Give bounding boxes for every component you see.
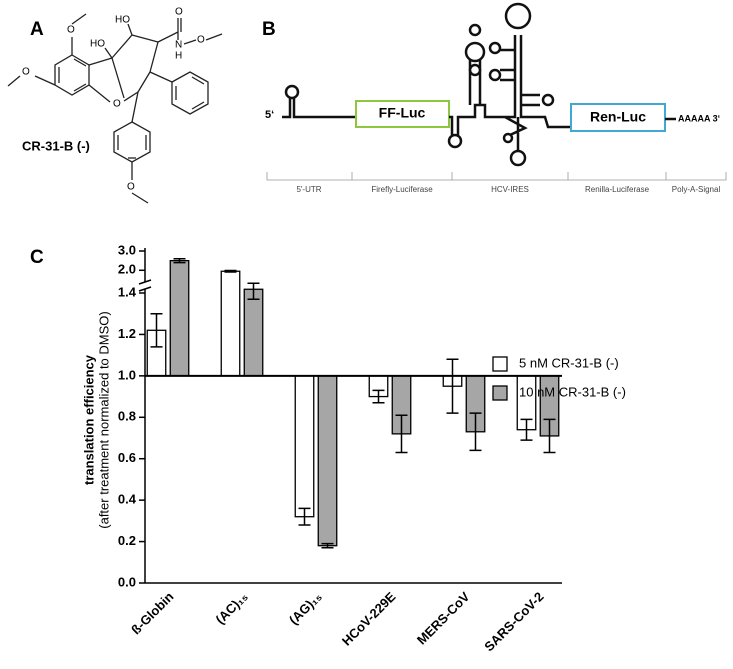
atom-label: O bbox=[22, 67, 30, 78]
error-bar bbox=[298, 507, 311, 526]
error-bar bbox=[321, 542, 334, 549]
panel-label: C bbox=[30, 247, 44, 268]
y-axis-sublabel: (after treatment normalized to DMSO) bbox=[96, 311, 111, 528]
legend-label: 5 nM CR-31-B (-) bbox=[519, 355, 619, 370]
x-tick-label: ß-Globin bbox=[128, 589, 176, 637]
ren-luc-label: Ren-Luc bbox=[590, 109, 646, 125]
atom-label: O bbox=[175, 7, 183, 18]
y-tick-label: 0.4 bbox=[118, 492, 137, 507]
y-tick-label: 1.2 bbox=[118, 326, 136, 341]
axis-break bbox=[138, 279, 152, 285]
bar bbox=[294, 375, 315, 518]
atom-label: HO bbox=[115, 15, 130, 26]
atom-label: H bbox=[175, 51, 182, 62]
bar bbox=[169, 259, 190, 377]
x-tick-label: (AC)₁₅ bbox=[213, 589, 251, 627]
error-bar bbox=[446, 358, 459, 414]
x-tick-label-group: MERS-CoV bbox=[414, 589, 473, 648]
error-bar bbox=[372, 389, 385, 404]
bar bbox=[317, 375, 338, 547]
reporter-diagram: 5‘ FF-Luc Ren-Luc AAAAA 3‘ 5'-UTR Firefl… bbox=[265, 2, 727, 194]
legend-label: 10 nM CR-31-B (-) bbox=[519, 384, 626, 399]
error-bar bbox=[173, 257, 186, 264]
legend-swatch bbox=[492, 356, 508, 372]
region-label: Firefly-Luciferase bbox=[371, 185, 433, 194]
y-tick-label: 1.4 bbox=[118, 284, 137, 299]
axis-break bbox=[138, 286, 152, 292]
error-bar bbox=[520, 418, 533, 441]
atom-label: O bbox=[113, 99, 121, 110]
ff-luc-label: FF-Luc bbox=[379, 105, 426, 121]
y-tick-label: 3.0 bbox=[118, 242, 136, 257]
legend-swatch bbox=[492, 385, 508, 401]
x-tick-label-group: (AC)₁₅ bbox=[213, 589, 251, 627]
error-bar bbox=[224, 269, 237, 273]
atom-label: N bbox=[175, 40, 182, 51]
y-axis-label: translation efficiency bbox=[81, 354, 96, 485]
atom-label: O bbox=[127, 182, 135, 193]
x-tick-label: HCoV-229E bbox=[339, 589, 399, 649]
x-tick-label: SARS-CoV-2 bbox=[481, 589, 546, 654]
y-tick-label: 0.8 bbox=[118, 409, 136, 424]
atom-label: HO bbox=[90, 39, 105, 50]
atom-label: O bbox=[67, 25, 75, 36]
y-axis-title: translation efficiency (after treatment … bbox=[81, 311, 111, 528]
error-bar bbox=[150, 312, 163, 348]
x-tick-label: (AG)₁₅ bbox=[286, 589, 325, 628]
region-label: HCV-IRES bbox=[491, 185, 529, 194]
x-tick-label: MERS-CoV bbox=[414, 589, 473, 648]
region-label: Poly-A-Signal bbox=[672, 185, 721, 194]
y-tick-label: 0.0 bbox=[118, 574, 136, 589]
y-tick-label: 2.0 bbox=[118, 262, 136, 277]
atom-label: O bbox=[197, 35, 205, 46]
error-bar bbox=[469, 412, 482, 452]
chemical-structure: O HO HO O N H O O O O CR-31-B (-) bbox=[7, 7, 223, 204]
panel-label: A bbox=[30, 19, 44, 40]
region-label: 5'-UTR bbox=[296, 185, 321, 194]
y-tick-label: 1.0 bbox=[118, 367, 136, 382]
bar bbox=[243, 288, 264, 377]
region-label: Renilla-Luciferase bbox=[585, 185, 650, 194]
error-bar bbox=[395, 414, 408, 454]
y-tick-label: 0.2 bbox=[118, 533, 136, 548]
bar bbox=[220, 270, 241, 377]
x-tick-label-group: SARS-CoV-2 bbox=[481, 589, 546, 654]
x-tick-label-group: (AG)₁₅ bbox=[286, 589, 325, 628]
error-bar bbox=[247, 282, 260, 300]
y-tick-label: 0.6 bbox=[118, 450, 136, 465]
error-bar bbox=[543, 418, 556, 454]
compound-name: CR-31-B (-) bbox=[22, 138, 90, 153]
five-prime: 5‘ bbox=[265, 109, 274, 121]
poly-a-tail: AAAAA 3‘ bbox=[678, 113, 720, 123]
x-tick-label-group: ß-Globin bbox=[128, 589, 176, 637]
panel-label: B bbox=[262, 19, 276, 40]
x-tick-label-group: HCoV-229E bbox=[339, 589, 399, 649]
